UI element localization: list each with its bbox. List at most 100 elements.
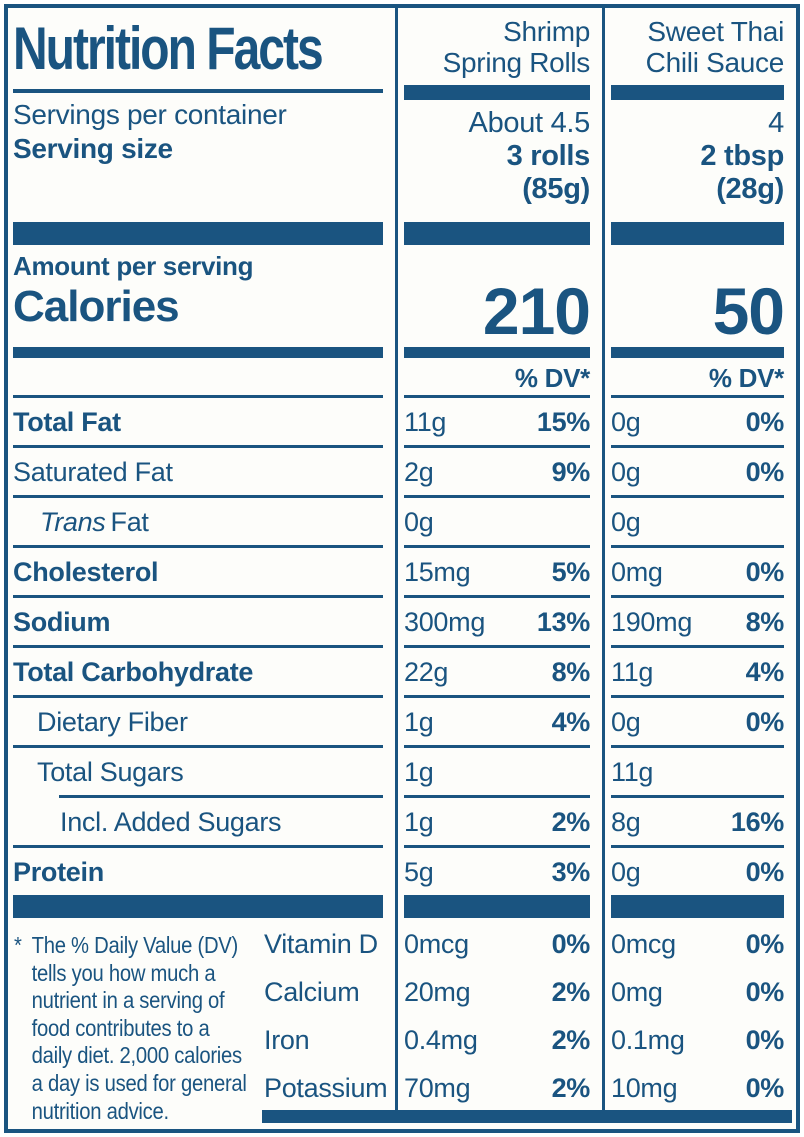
separator-bar <box>611 347 784 358</box>
separator-bar <box>13 347 383 358</box>
nutrient-name: Total Fat <box>13 406 121 437</box>
bar-cell <box>602 347 796 358</box>
amount: 1g <box>404 806 434 837</box>
bar-cell <box>8 895 395 918</box>
calories-value-sauce: 50 <box>602 245 796 347</box>
daily-value: 15% <box>536 406 590 437</box>
amount: 0mcg <box>611 928 676 959</box>
amount: 0g <box>611 706 641 737</box>
amount: 0g <box>611 506 641 537</box>
value-cell: 1g <box>395 745 602 795</box>
dv-header-empty <box>8 358 395 395</box>
footnote-text: The % Daily Value (DV) tells you how muc… <box>31 932 247 1123</box>
amount: 0.1mg <box>611 1024 685 1055</box>
amount: 11g <box>611 756 654 787</box>
nutrient-row-protein: Protein 5g 3% 0g 0% <box>8 845 796 895</box>
value-cell: 2g 9% <box>395 445 602 495</box>
calories-value-shrimp: 210 <box>395 245 602 347</box>
daily-value: 0% <box>551 928 591 959</box>
value-cell: 15mg 5% <box>395 545 602 595</box>
header-separator-bar <box>611 85 784 100</box>
daily-value: 0% <box>745 406 785 437</box>
amount: 0mcg <box>404 928 469 959</box>
nutrient-name: Total Sugars <box>37 756 184 787</box>
nutrient-name: Incl. Added Sugars <box>60 806 282 837</box>
value-cell: 1g 4% <box>395 695 602 745</box>
serving-weight-value: (85g) <box>522 173 590 205</box>
daily-value: 4% <box>745 656 785 687</box>
vitamins-section: * The % Daily Value (DV) tells you how m… <box>8 918 796 1123</box>
column-sweet-thai-chili-sauce-header: Sweet Thai Chili Sauce 4 2 tbsp (28g) <box>602 8 796 222</box>
servings-count: 4 <box>768 107 784 139</box>
amount: 11g <box>611 656 654 687</box>
amount: 11g <box>404 406 447 437</box>
amount: 70mg <box>404 1072 471 1103</box>
column-name: Sweet Thai Chili Sauce <box>611 16 785 78</box>
daily-value: 0% <box>745 456 785 487</box>
value-cell: 0g 0% <box>602 845 796 895</box>
amount: 0mg <box>611 976 663 1007</box>
separator-bar <box>13 222 383 245</box>
daily-value: 2% <box>551 976 591 1007</box>
value-cell: 0mcg 0% <box>602 918 796 966</box>
nutrient-name: Saturated Fat <box>13 456 173 487</box>
separator-bar <box>13 895 383 918</box>
bar-cell <box>8 347 395 358</box>
value-cell: 300mg 13% <box>395 595 602 645</box>
column-name-line2: Chili Sauce <box>645 47 785 78</box>
nutrient-label-cell: Protein <box>8 845 395 895</box>
nutrient-name-italic: Trans <box>40 506 106 537</box>
daily-value: 8% <box>745 606 785 637</box>
amount: 0g <box>611 456 641 487</box>
header-section: Nutrition Facts Servings per container S… <box>8 8 796 222</box>
daily-value: 2% <box>551 806 591 837</box>
calories-left: Amount per serving Calories <box>8 245 395 347</box>
daily-value: 0% <box>745 706 785 737</box>
bottom-separator-bar <box>262 1110 792 1123</box>
column-shrimp-spring-rolls-header: Shrimp Spring Rolls About 4.5 3 rolls (8… <box>395 8 602 222</box>
daily-value: 2% <box>551 1024 591 1055</box>
column-name: Shrimp Spring Rolls <box>404 16 591 78</box>
vitamin-name-cell: Potassium <box>262 1062 395 1110</box>
daily-value: 5% <box>551 556 591 587</box>
nutrient-row-total-fat: Total Fat 11g 15% 0g 0% <box>8 395 796 445</box>
column-name-line1: Sweet Thai <box>647 16 784 47</box>
value-cell: 0g 0% <box>602 695 796 745</box>
value-cell: 0.1mg 0% <box>602 1014 796 1062</box>
nutrient-label-cell: Total Sugars <box>8 745 395 795</box>
nutrient-row-total-carbohydrate: Total Carbohydrate 22g 8% 11g 4% <box>8 645 796 695</box>
value-cell: 70mg 2% <box>395 1062 602 1110</box>
value-cell: 0g <box>602 495 796 545</box>
amount: 1g <box>404 706 434 737</box>
bar-cell <box>395 347 602 358</box>
value-cell: 22g 8% <box>395 645 602 695</box>
separator-bar <box>611 222 784 245</box>
value-cell: 1g 2% <box>395 795 602 845</box>
nutrient-label-cell: Dietary Fiber <box>8 695 395 745</box>
nutrient-row-trans-fat: Trans Fat 0g 0g <box>8 495 796 545</box>
vitamin-name: Calcium <box>264 976 360 1007</box>
daily-value: 0% <box>745 1024 785 1055</box>
daily-value: 13% <box>536 606 590 637</box>
servings-per-container-label: Servings per container <box>13 99 287 130</box>
vitamin-name-cell: Iron <box>262 1014 395 1062</box>
header-separator-bar <box>404 85 590 100</box>
dv-header-row: % DV* % DV* <box>8 358 796 395</box>
separator-bar <box>404 347 590 358</box>
amount: 2g <box>404 456 434 487</box>
nutrient-name: Trans Fat <box>40 507 149 538</box>
value-cell: 0g <box>395 495 602 545</box>
daily-value: 0% <box>745 556 785 587</box>
nutrient-row-sodium: Sodium 300mg 13% 190mg 8% <box>8 595 796 645</box>
nutrient-label-cell: Total Carbohydrate <box>8 645 395 695</box>
nutrient-name: Sodium <box>13 606 111 637</box>
bar-cell <box>395 222 602 245</box>
dv-header-shrimp: % DV* <box>395 358 602 395</box>
bar-cell <box>602 895 796 918</box>
nutrient-label-cell: Incl. Added Sugars <box>8 795 395 845</box>
nutrient-label-cell: Cholesterol <box>8 545 395 595</box>
amount: 8g <box>611 806 641 837</box>
amount: 0g <box>611 856 641 887</box>
footnote-asterisk: * <box>14 932 22 958</box>
